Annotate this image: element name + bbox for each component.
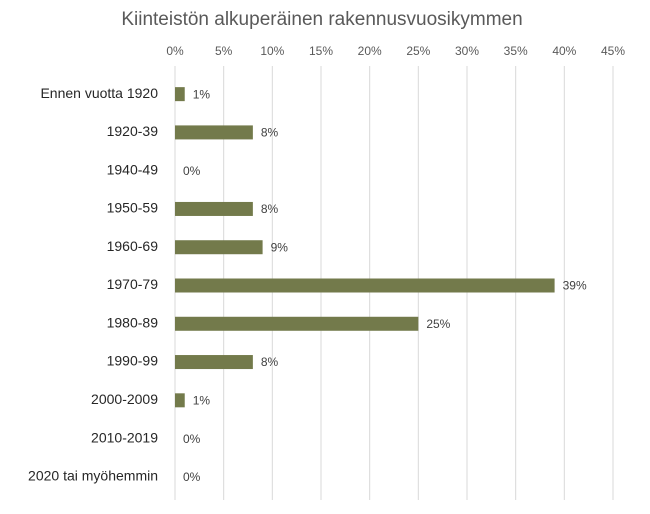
- y-tick-label: 2000-2009: [91, 391, 158, 407]
- y-tick-label: Ennen vuotta 1920: [40, 85, 158, 101]
- bar: [175, 87, 185, 102]
- x-tick-label: 45%: [601, 44, 625, 58]
- y-tick-label: 1990-99: [107, 353, 159, 369]
- x-tick-label: 20%: [358, 44, 382, 58]
- x-tick-label: 40%: [552, 44, 576, 58]
- value-label: 1%: [193, 87, 211, 101]
- value-label: 0%: [183, 164, 201, 178]
- bar: [175, 355, 253, 370]
- x-tick-label: 5%: [215, 44, 233, 58]
- value-label: 8%: [261, 202, 279, 216]
- value-label: 8%: [261, 126, 279, 140]
- y-tick-label: 1980-89: [107, 314, 159, 330]
- value-label: 9%: [271, 240, 289, 254]
- value-label: 0%: [183, 432, 201, 446]
- x-tick-label: 35%: [504, 44, 528, 58]
- y-tick-label: 2010-2019: [91, 429, 158, 445]
- value-label: 0%: [183, 470, 201, 484]
- bar: [175, 125, 253, 140]
- y-tick-label: 1950-59: [107, 200, 159, 216]
- x-tick-label: 0%: [166, 44, 184, 58]
- value-label: 8%: [261, 355, 279, 369]
- bar: [175, 316, 419, 331]
- x-tick-label: 25%: [406, 44, 430, 58]
- x-tick-label: 30%: [455, 44, 479, 58]
- bar: [175, 240, 263, 255]
- y-tick-label: 1960-69: [107, 238, 159, 254]
- value-label: 25%: [426, 317, 450, 331]
- value-label: 39%: [563, 279, 587, 293]
- y-tick-label: 1920-39: [107, 123, 159, 139]
- bar: [175, 393, 185, 408]
- y-tick-label: 1940-49: [107, 161, 159, 177]
- x-tick-label: 10%: [260, 44, 284, 58]
- bar: [175, 278, 555, 293]
- chart-title: Kiinteistön alkuperäinen rakennusvuosiky…: [121, 9, 522, 30]
- y-tick-label: 1970-79: [107, 276, 159, 292]
- x-tick-label: 15%: [309, 44, 333, 58]
- y-tick-label: 2020 tai myöhemmin: [28, 468, 158, 484]
- value-label: 1%: [193, 393, 211, 407]
- bar: [175, 201, 253, 216]
